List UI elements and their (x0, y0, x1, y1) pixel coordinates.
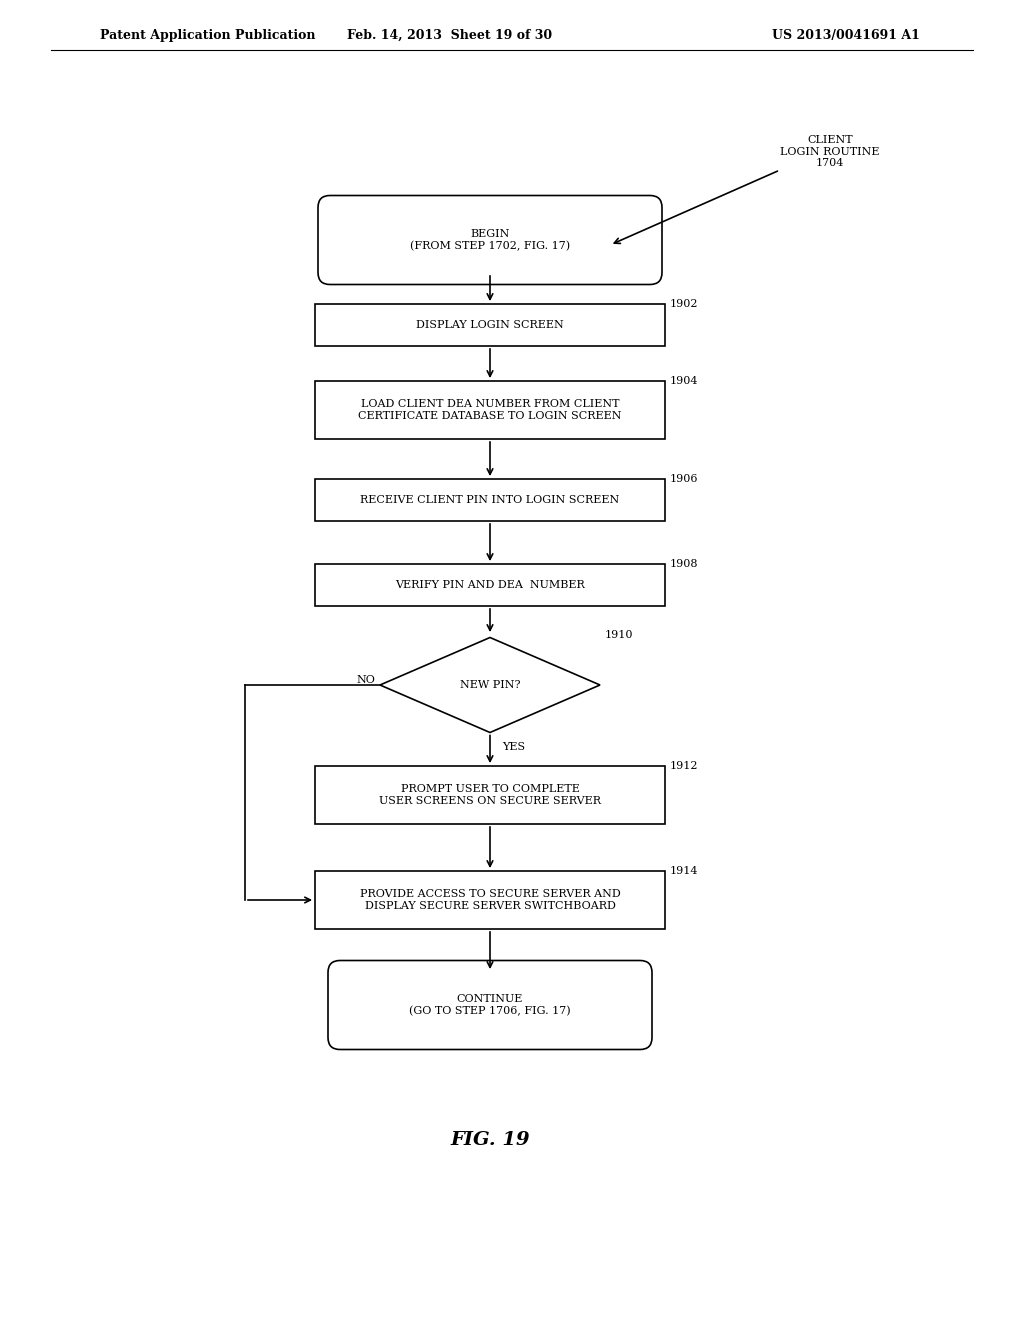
Text: Patent Application Publication: Patent Application Publication (100, 29, 315, 41)
Text: PROMPT USER TO COMPLETE
USER SCREENS ON SECURE SERVER: PROMPT USER TO COMPLETE USER SCREENS ON … (379, 784, 601, 805)
FancyBboxPatch shape (328, 961, 652, 1049)
Text: BEGIN
(FROM STEP 1702, FIG. 17): BEGIN (FROM STEP 1702, FIG. 17) (410, 228, 570, 251)
Text: 1914: 1914 (670, 866, 698, 876)
Text: RECEIVE CLIENT PIN INTO LOGIN SCREEN: RECEIVE CLIENT PIN INTO LOGIN SCREEN (360, 495, 620, 506)
FancyBboxPatch shape (318, 195, 662, 285)
Polygon shape (380, 638, 600, 733)
Text: Feb. 14, 2013  Sheet 19 of 30: Feb. 14, 2013 Sheet 19 of 30 (347, 29, 553, 41)
Text: CONTINUE
(GO TO STEP 1706, FIG. 17): CONTINUE (GO TO STEP 1706, FIG. 17) (410, 994, 570, 1016)
Text: US 2013/0041691 A1: US 2013/0041691 A1 (772, 29, 920, 41)
Text: NEW PIN?: NEW PIN? (460, 680, 520, 690)
FancyBboxPatch shape (315, 564, 665, 606)
FancyBboxPatch shape (315, 381, 665, 440)
Text: LOAD CLIENT DEA NUMBER FROM CLIENT
CERTIFICATE DATABASE TO LOGIN SCREEN: LOAD CLIENT DEA NUMBER FROM CLIENT CERTI… (358, 399, 622, 421)
Text: CLIENT
LOGIN ROUTINE
1704: CLIENT LOGIN ROUTINE 1704 (780, 135, 880, 168)
Text: 1908: 1908 (670, 558, 698, 569)
Text: NO: NO (356, 675, 375, 685)
FancyBboxPatch shape (315, 871, 665, 929)
FancyBboxPatch shape (315, 304, 665, 346)
Text: 1906: 1906 (670, 474, 698, 484)
Text: FIG. 19: FIG. 19 (451, 1131, 529, 1148)
Text: PROVIDE ACCESS TO SECURE SERVER AND
DISPLAY SECURE SERVER SWITCHBOARD: PROVIDE ACCESS TO SECURE SERVER AND DISP… (359, 890, 621, 911)
Text: 1912: 1912 (670, 762, 698, 771)
Text: 1902: 1902 (670, 300, 698, 309)
Text: VERIFY PIN AND DEA  NUMBER: VERIFY PIN AND DEA NUMBER (395, 579, 585, 590)
Text: 1904: 1904 (670, 376, 698, 385)
FancyBboxPatch shape (315, 479, 665, 521)
FancyBboxPatch shape (315, 766, 665, 824)
Text: YES: YES (502, 742, 525, 752)
Text: DISPLAY LOGIN SCREEN: DISPLAY LOGIN SCREEN (416, 319, 564, 330)
Text: 1910: 1910 (605, 630, 634, 640)
